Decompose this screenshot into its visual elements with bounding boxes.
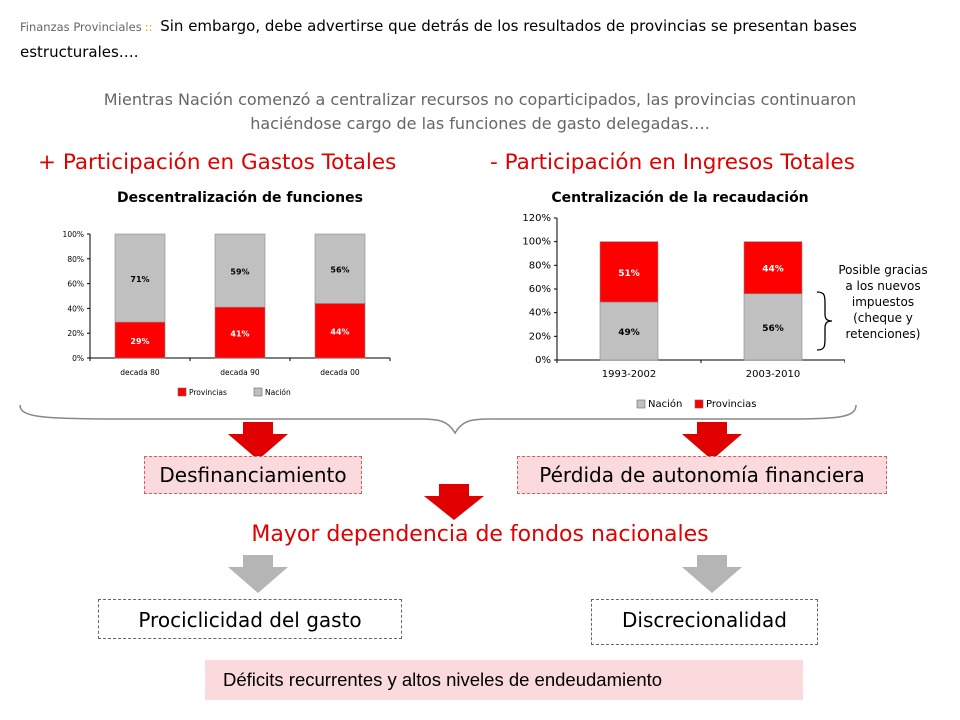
bar — [314, 303, 366, 359]
x-tick-label: decada 00 — [320, 368, 360, 377]
bar-value-label: 41% — [230, 330, 249, 339]
conclusion-box: Déficits recurrentes y altos niveles de … — [205, 660, 803, 700]
arrow-down-icon — [424, 484, 484, 520]
large-brace-icon — [19, 404, 857, 435]
bar-value-label: 56% — [330, 266, 349, 275]
bar-value-label: 49% — [618, 328, 640, 338]
legend-swatch — [636, 399, 646, 409]
bar — [599, 301, 659, 361]
y-tick-label: 0% — [535, 355, 551, 366]
legend-label: Nación — [648, 398, 682, 410]
y-tick-label: 20% — [529, 331, 551, 342]
y-tick-label: 120% — [522, 213, 551, 224]
subtitle: Mientras Nación comenzó a centralizar re… — [103, 90, 857, 133]
legend-label: Provincias — [189, 388, 227, 397]
bar-value-label: 29% — [130, 337, 149, 346]
prociclicidad-box: Prociclicidad del gasto — [98, 599, 402, 639]
y-tick-label: 60% — [529, 284, 551, 295]
y-tick-label: 60% — [67, 280, 84, 289]
chart-centralizacion: 0% 20% 40% 60% 80% 100% 120% 1993-2002 2003-2010… — [522, 213, 845, 410]
y-tick-label: 40% — [529, 308, 551, 319]
x-tick-label: 2003-2010 — [746, 369, 801, 380]
legend-label: Provincias — [706, 399, 757, 410]
header: Finanzas Provinciales:: Sin embargo, deb… — [20, 14, 945, 65]
chart2-bars: 49% 51% 56% 44% — [599, 241, 803, 361]
bar — [314, 233, 366, 304]
y-tick-label: 0% — [72, 354, 84, 363]
legend-label: Nación — [265, 388, 291, 397]
legend-swatch — [177, 387, 187, 397]
bar-value-label: 56% — [762, 324, 784, 334]
y-tick-label: 80% — [529, 260, 551, 271]
arrow-down-icon — [682, 555, 742, 593]
bar-value-label: 71% — [130, 275, 149, 284]
perdida-autonomia-box: Pérdida de autonomía financiera — [517, 456, 887, 494]
header-text: Sin embargo, debe advertirse que detrás … — [20, 17, 857, 61]
bar-value-label: 51% — [618, 269, 640, 279]
desfinanciamiento-box: Desfinanciamiento — [144, 456, 362, 494]
arrow-down-icon — [228, 422, 288, 460]
bar — [214, 306, 266, 359]
bar — [114, 233, 166, 323]
y-tick-label: 80% — [67, 255, 84, 264]
left-heading: + Participación en Gastos Totales — [38, 150, 397, 175]
bar — [114, 321, 166, 359]
section-label: Finanzas Provinciales — [20, 20, 142, 34]
bar-value-label: 44% — [762, 265, 784, 275]
x-tick-label: decada 80 — [120, 368, 160, 377]
center-statement: Mayor dependencia de fondos nacionales — [251, 522, 709, 547]
arrow-down-icon — [228, 555, 288, 593]
bar — [743, 241, 803, 295]
y-tick-label: 20% — [67, 329, 84, 338]
section-separator: :: — [144, 20, 153, 34]
chart1-title: Descentralización de funciones — [117, 190, 363, 206]
x-tick-label: decada 90 — [220, 368, 260, 377]
discrecionalidad-box: Discrecionalidad — [591, 599, 818, 645]
y-tick-label: 100% — [522, 237, 551, 248]
legend-swatch — [694, 399, 704, 409]
bar — [743, 293, 803, 361]
bar — [599, 241, 659, 303]
chart1-legend: Provincias Nación — [177, 387, 291, 397]
chart2-legend: Nación Provincias — [636, 398, 757, 410]
bar — [214, 233, 266, 308]
bar-value-label: 44% — [330, 328, 349, 337]
bar-value-label: 59% — [230, 268, 249, 277]
x-tick-label: 1993-2002 — [602, 369, 657, 380]
right-heading: - Participación en Ingresos Totales — [490, 150, 855, 175]
legend-swatch — [253, 387, 263, 397]
chart2-title: Centralización de la recaudación — [551, 190, 809, 206]
y-tick-label: 100% — [63, 230, 84, 239]
brace-note: Posible gracias a los nuevos impuestos (… — [838, 263, 928, 341]
y-tick-label: 40% — [67, 304, 84, 313]
chart-descentralizacion: 0% 20% 40% 60% 80% 100% decada 80 decada 90 deca… — [63, 230, 391, 397]
arrow-down-icon — [682, 422, 742, 460]
curly-brace-icon — [816, 291, 833, 351]
chart1-bars: 29% 71% 41% 59% 44% 56% — [114, 233, 366, 359]
